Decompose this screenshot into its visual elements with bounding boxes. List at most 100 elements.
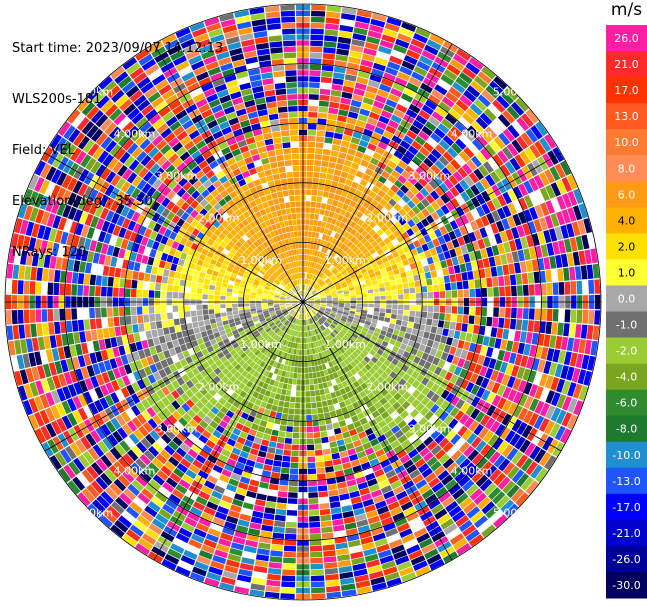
velocity-gate: [86, 124, 99, 139]
velocity-gate: [437, 123, 450, 134]
velocity-gate: [533, 174, 545, 189]
velocity-gate: [122, 453, 135, 466]
velocity-gate: [484, 267, 492, 278]
velocity-gate: [99, 194, 109, 207]
velocity-gate: [319, 325, 325, 331]
velocity-gate: [300, 331, 303, 338]
velocity-gate: [75, 343, 83, 356]
velocity-gate: [310, 551, 323, 558]
velocity-gate: [338, 152, 347, 159]
velocity-gate: [6, 263, 14, 279]
velocity-gate: [407, 340, 415, 348]
velocity-gate: [465, 405, 475, 417]
velocity-gate: [329, 286, 336, 291]
velocity-gate: [208, 294, 214, 300]
velocity-gate: [534, 386, 544, 400]
velocity-gate: [392, 345, 400, 353]
velocity-gate: [325, 17, 340, 25]
velocity-gate: [300, 325, 303, 332]
velocity-gate: [344, 522, 357, 530]
velocity-gate: [135, 234, 144, 244]
velocity-gate: [112, 368, 122, 379]
velocity-gate: [138, 225, 147, 236]
velocity-gate: [102, 509, 117, 524]
velocity-gate: [136, 306, 143, 315]
velocity-gate: [250, 297, 256, 301]
velocity-gate: [415, 286, 422, 293]
velocity-gate: [421, 467, 433, 479]
velocity-gate: [438, 139, 450, 151]
velocity-gate: [354, 314, 361, 319]
velocity-gate: [201, 544, 215, 555]
velocity-gate: [316, 312, 322, 318]
velocity-gate: [163, 228, 172, 238]
velocity-gate: [239, 316, 246, 321]
velocity-gate: [61, 333, 69, 346]
velocity-gate: [238, 293, 244, 298]
velocity-gate: [274, 393, 281, 400]
velocity-gate: [410, 555, 426, 566]
velocity-gate: [204, 319, 211, 326]
velocity-gate: [277, 276, 283, 282]
velocity-gate: [270, 275, 276, 281]
velocity-gate: [315, 353, 320, 360]
velocity-gate: [344, 296, 350, 299]
velocity-gate: [123, 488, 137, 501]
velocity-gate: [195, 496, 208, 506]
velocity-gate: [309, 311, 314, 317]
velocity-gate: [182, 474, 194, 485]
velocity-gate: [312, 308, 318, 312]
velocity-gate: [309, 545, 323, 552]
velocity-gate: [369, 272, 376, 278]
velocity-gate: [312, 309, 317, 314]
velocity-gate: [334, 536, 347, 544]
velocity-gate: [505, 286, 511, 297]
velocity-gate: [98, 514, 113, 528]
velocity-gate: [248, 322, 255, 328]
velocity-gate: [250, 305, 256, 309]
velocity-gate: [286, 304, 292, 307]
velocity-gate: [364, 504, 376, 513]
velocity-gate: [276, 289, 282, 293]
velocity-gate: [155, 282, 162, 291]
velocity-gate: [234, 387, 243, 395]
velocity-gate: [411, 215, 421, 225]
velocity-gate: [240, 319, 247, 324]
velocity-gate: [378, 282, 385, 288]
velocity-gate: [332, 518, 344, 526]
velocity-gate: [229, 452, 239, 461]
velocity-gate: [145, 528, 160, 540]
velocity-gate: [175, 565, 191, 577]
velocity-gate: [509, 433, 521, 447]
velocity-gate: [304, 349, 308, 355]
velocity-gate: [314, 302, 321, 304]
velocity-gate: [105, 420, 117, 433]
velocity-gate: [387, 61, 401, 71]
velocity-gate: [372, 364, 380, 372]
velocity-gate: [117, 427, 128, 440]
velocity-gate: [353, 239, 360, 246]
velocity-gate: [398, 331, 406, 338]
velocity-gate: [308, 304, 314, 307]
velocity-gate: [249, 325, 256, 330]
velocity-gate: [267, 397, 274, 405]
velocity-gate: [219, 268, 226, 274]
velocity-gate: [328, 236, 334, 243]
velocity-gate: [353, 317, 360, 322]
velocity-gate: [440, 518, 455, 530]
velocity-gate: [213, 485, 226, 494]
velocity-gate: [315, 142, 324, 149]
velocity-gate: [29, 309, 36, 323]
velocity-gate: [378, 420, 387, 429]
velocity-gate: [211, 490, 223, 500]
velocity-gate: [271, 429, 279, 437]
velocity-gate: [380, 410, 390, 420]
velocity-gate: [222, 338, 230, 345]
velocity-gate: [297, 319, 300, 325]
velocity-gate: [289, 342, 294, 348]
velocity-gate: [342, 165, 351, 173]
velocity-gate: [190, 219, 199, 228]
velocity-gate: [202, 289, 209, 295]
velocity-gate: [285, 299, 292, 301]
velocity-gate: [85, 330, 92, 342]
